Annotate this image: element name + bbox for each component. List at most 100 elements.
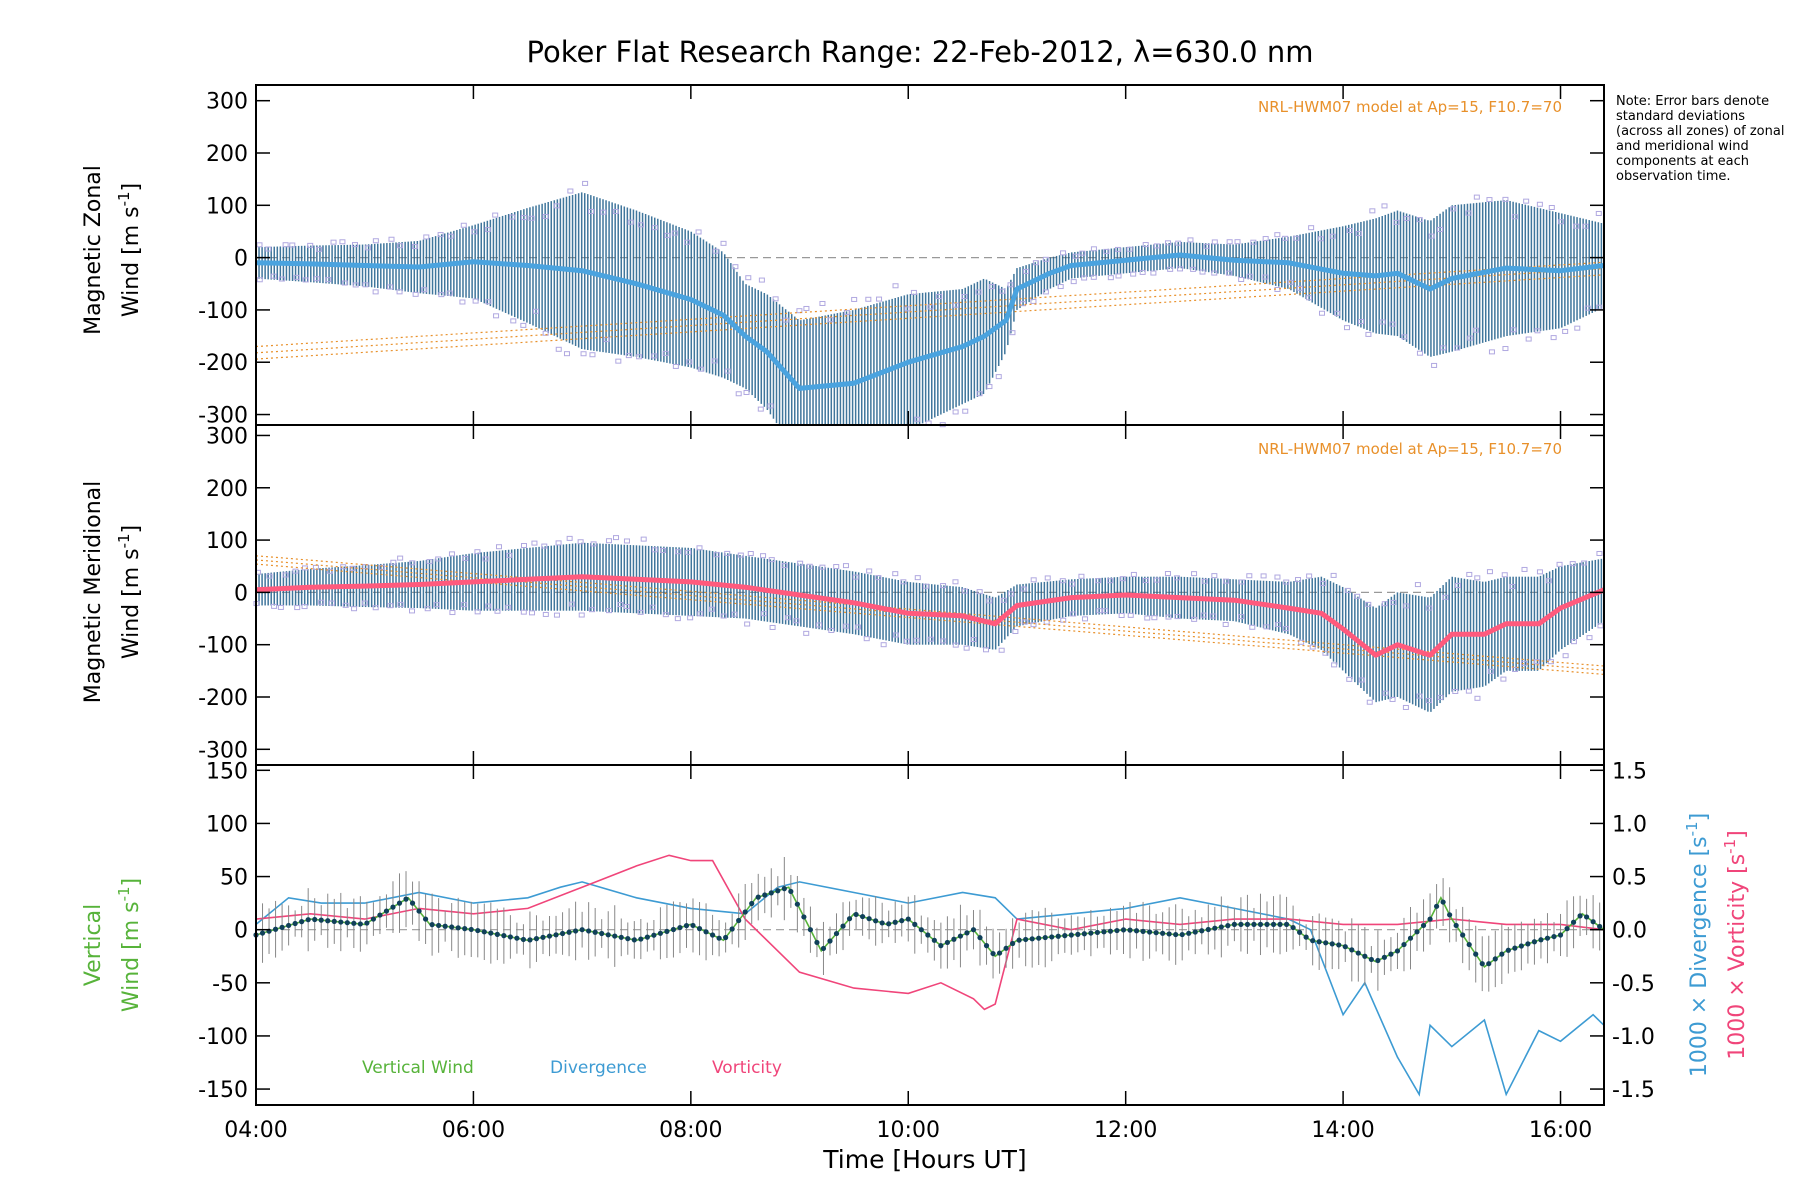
zone-point [438, 292, 445, 298]
zone-point [351, 606, 358, 612]
vertical-wind-point [357, 921, 363, 927]
zone-point [940, 583, 947, 589]
zone-point [409, 560, 416, 566]
vertical-wind-point [559, 930, 566, 937]
zone-point [892, 283, 899, 289]
vertical-wind-point [716, 935, 722, 941]
vertical-wind-point [1036, 935, 1042, 941]
zone-point [1103, 248, 1110, 254]
zone-point [851, 296, 858, 302]
zone-point [806, 563, 813, 569]
zone-point [1059, 578, 1066, 584]
vertical-wind-point [292, 920, 298, 927]
vorticity-right-label: 1000 × Vorticity [s-1] [1721, 830, 1750, 1059]
zone-point [1309, 644, 1316, 650]
vertical-wind-point [586, 928, 592, 934]
vertical-wind-point [344, 920, 350, 926]
mean-wind-line [255, 252, 1605, 391]
zone-point [1096, 608, 1103, 614]
vertical-wind-point [899, 918, 905, 924]
zone-point [685, 549, 692, 555]
vertical-wind-point [312, 916, 318, 923]
zone-point [1187, 237, 1194, 243]
zone-point [459, 299, 466, 305]
zone-point [735, 391, 742, 397]
zone-point [1153, 577, 1160, 583]
vertical-wind-point [1414, 929, 1420, 935]
vertical-wind-point [762, 892, 768, 898]
zone-point [330, 239, 337, 245]
zone-point [1167, 266, 1174, 272]
vertical-wind-point [1186, 930, 1192, 936]
zone-point [461, 602, 468, 608]
zone-point [1344, 587, 1351, 593]
zone-point [1023, 268, 1030, 274]
zone-point [1389, 696, 1396, 702]
zone-point [1582, 223, 1589, 229]
vertical-wind-point [1153, 930, 1159, 936]
zone-point [362, 564, 369, 570]
zone-point [1082, 616, 1089, 622]
zone-point [1144, 615, 1151, 621]
zone-point [711, 358, 718, 364]
zone-point [1500, 676, 1507, 682]
zone-point [1030, 577, 1037, 583]
zone-point [1452, 688, 1459, 694]
zone-point [510, 318, 517, 324]
zone-point [528, 215, 535, 221]
zone-point [555, 540, 562, 546]
zone-point [1250, 239, 1257, 245]
zone-point [606, 608, 613, 614]
zone-point [1007, 282, 1014, 288]
vertical-wind-point [1133, 928, 1140, 934]
vertical-wind-point [540, 934, 546, 940]
vertical-wind-point [709, 932, 716, 938]
zone-point [1012, 629, 1019, 635]
zone-point [708, 606, 715, 612]
vertical-wind-point [990, 950, 996, 957]
zone-point [447, 233, 454, 239]
zone-point [1298, 639, 1305, 645]
zone-point [1536, 201, 1543, 207]
vertical-wind-point [1277, 921, 1283, 927]
vertical-wind-point [723, 934, 729, 941]
zone-point [842, 563, 849, 569]
zone-point [1343, 325, 1350, 331]
zone-point [1211, 573, 1218, 579]
zone-point [1428, 233, 1435, 239]
vertical-wind-point [305, 917, 311, 923]
zone-point [1354, 593, 1361, 599]
vertical-wind-point [853, 911, 859, 918]
vertical-wind-point [1049, 934, 1055, 940]
x-tick-label: 04:00 [224, 1118, 287, 1143]
zone-point [1521, 660, 1528, 666]
zone-point [1382, 690, 1389, 696]
zone-point [1548, 205, 1555, 211]
vertical-wind-point [612, 933, 618, 939]
zone-point [1502, 346, 1509, 352]
y2-tick-label: 1.5 [1612, 759, 1647, 784]
legend-vorticity: Vorticity [712, 1058, 782, 1078]
zone-point [904, 306, 911, 312]
vertical-wind-point [977, 935, 983, 941]
zone-point [612, 208, 619, 214]
vertical-wind-point [957, 933, 964, 939]
zone-point [302, 277, 309, 283]
vertical-wind-point [573, 928, 579, 934]
zone-point [625, 353, 632, 359]
zone-point [1331, 662, 1338, 668]
vertical-ylabel-line2: Wind [m s-1] [115, 878, 144, 1012]
zone-point [1597, 623, 1604, 629]
vertical-wind-point [846, 916, 853, 922]
zone-point [1381, 203, 1388, 209]
vertical-wind-point [1140, 928, 1146, 934]
vertical-wind-point [1394, 948, 1401, 954]
zone-point [651, 547, 658, 553]
zone-point [852, 574, 859, 580]
zone-point [411, 244, 418, 250]
zone-point [605, 538, 612, 544]
zone-point [474, 609, 481, 615]
zone-point [1079, 250, 1086, 256]
y-tick-label: -300 [198, 404, 248, 429]
zone-point [282, 242, 289, 248]
